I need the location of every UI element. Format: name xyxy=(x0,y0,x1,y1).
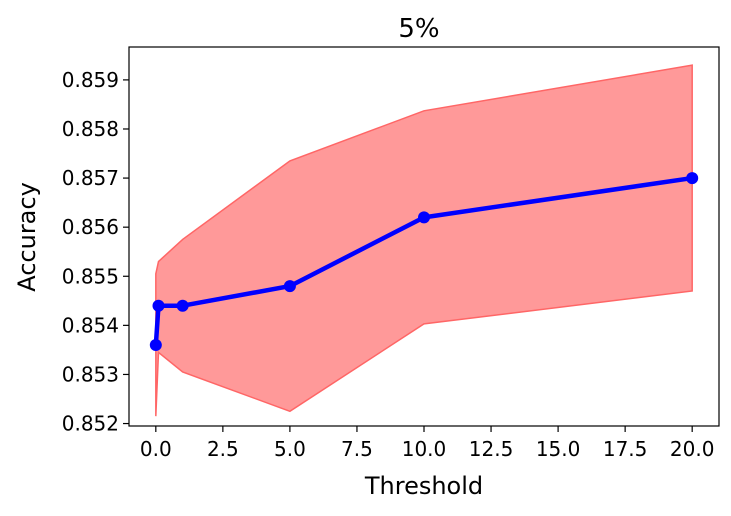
x-tick-label-8: 20.0 xyxy=(670,437,715,461)
x-axis-title: Threshold xyxy=(364,472,483,500)
data-point-0-0 xyxy=(149,339,162,351)
y-tick-label-2: 0.854 xyxy=(62,313,119,337)
data-point-0-3 xyxy=(283,280,296,293)
x-tick-label-6: 15.0 xyxy=(536,437,581,461)
x-tick-label-4: 10.0 xyxy=(402,437,447,461)
data-point-0-4 xyxy=(418,211,430,224)
y-tick-label-0: 0.852 xyxy=(62,412,119,436)
data-point-0-2 xyxy=(176,299,189,312)
y-tick-label-7: 0.859 xyxy=(62,68,119,92)
y-tick-label-1: 0.853 xyxy=(62,362,119,386)
axes-layer: 0.0 2.5 5.0 7.5 10.0 12.5 15.0 17.5 20.0 0.852 0.8… xyxy=(62,46,720,461)
y-axis-title: Accuracy xyxy=(13,182,41,292)
x-tick-label-7: 17.5 xyxy=(603,437,648,461)
data-point-0-1 xyxy=(152,299,165,312)
confidence-band xyxy=(155,64,693,417)
x-tick-label-0: 0.0 xyxy=(140,437,172,461)
x-tick-label-2: 5.0 xyxy=(274,437,306,461)
chart-title: 5% xyxy=(398,14,439,44)
x-tick-label-5: 12.5 xyxy=(469,437,514,461)
series-line-0 xyxy=(153,175,695,348)
x-tick-label-3: 7.5 xyxy=(341,437,373,461)
series-layer xyxy=(149,172,699,351)
x-tick-label-1: 2.5 xyxy=(207,437,239,461)
y-tick-label-4: 0.856 xyxy=(62,215,119,239)
confidence-band-layer xyxy=(155,64,693,417)
y-tick-label-3: 0.855 xyxy=(62,264,119,288)
y-tick-label-5: 0.857 xyxy=(62,166,119,190)
y-tick-label-6: 0.858 xyxy=(62,117,119,141)
data-point-0-5 xyxy=(686,172,699,185)
